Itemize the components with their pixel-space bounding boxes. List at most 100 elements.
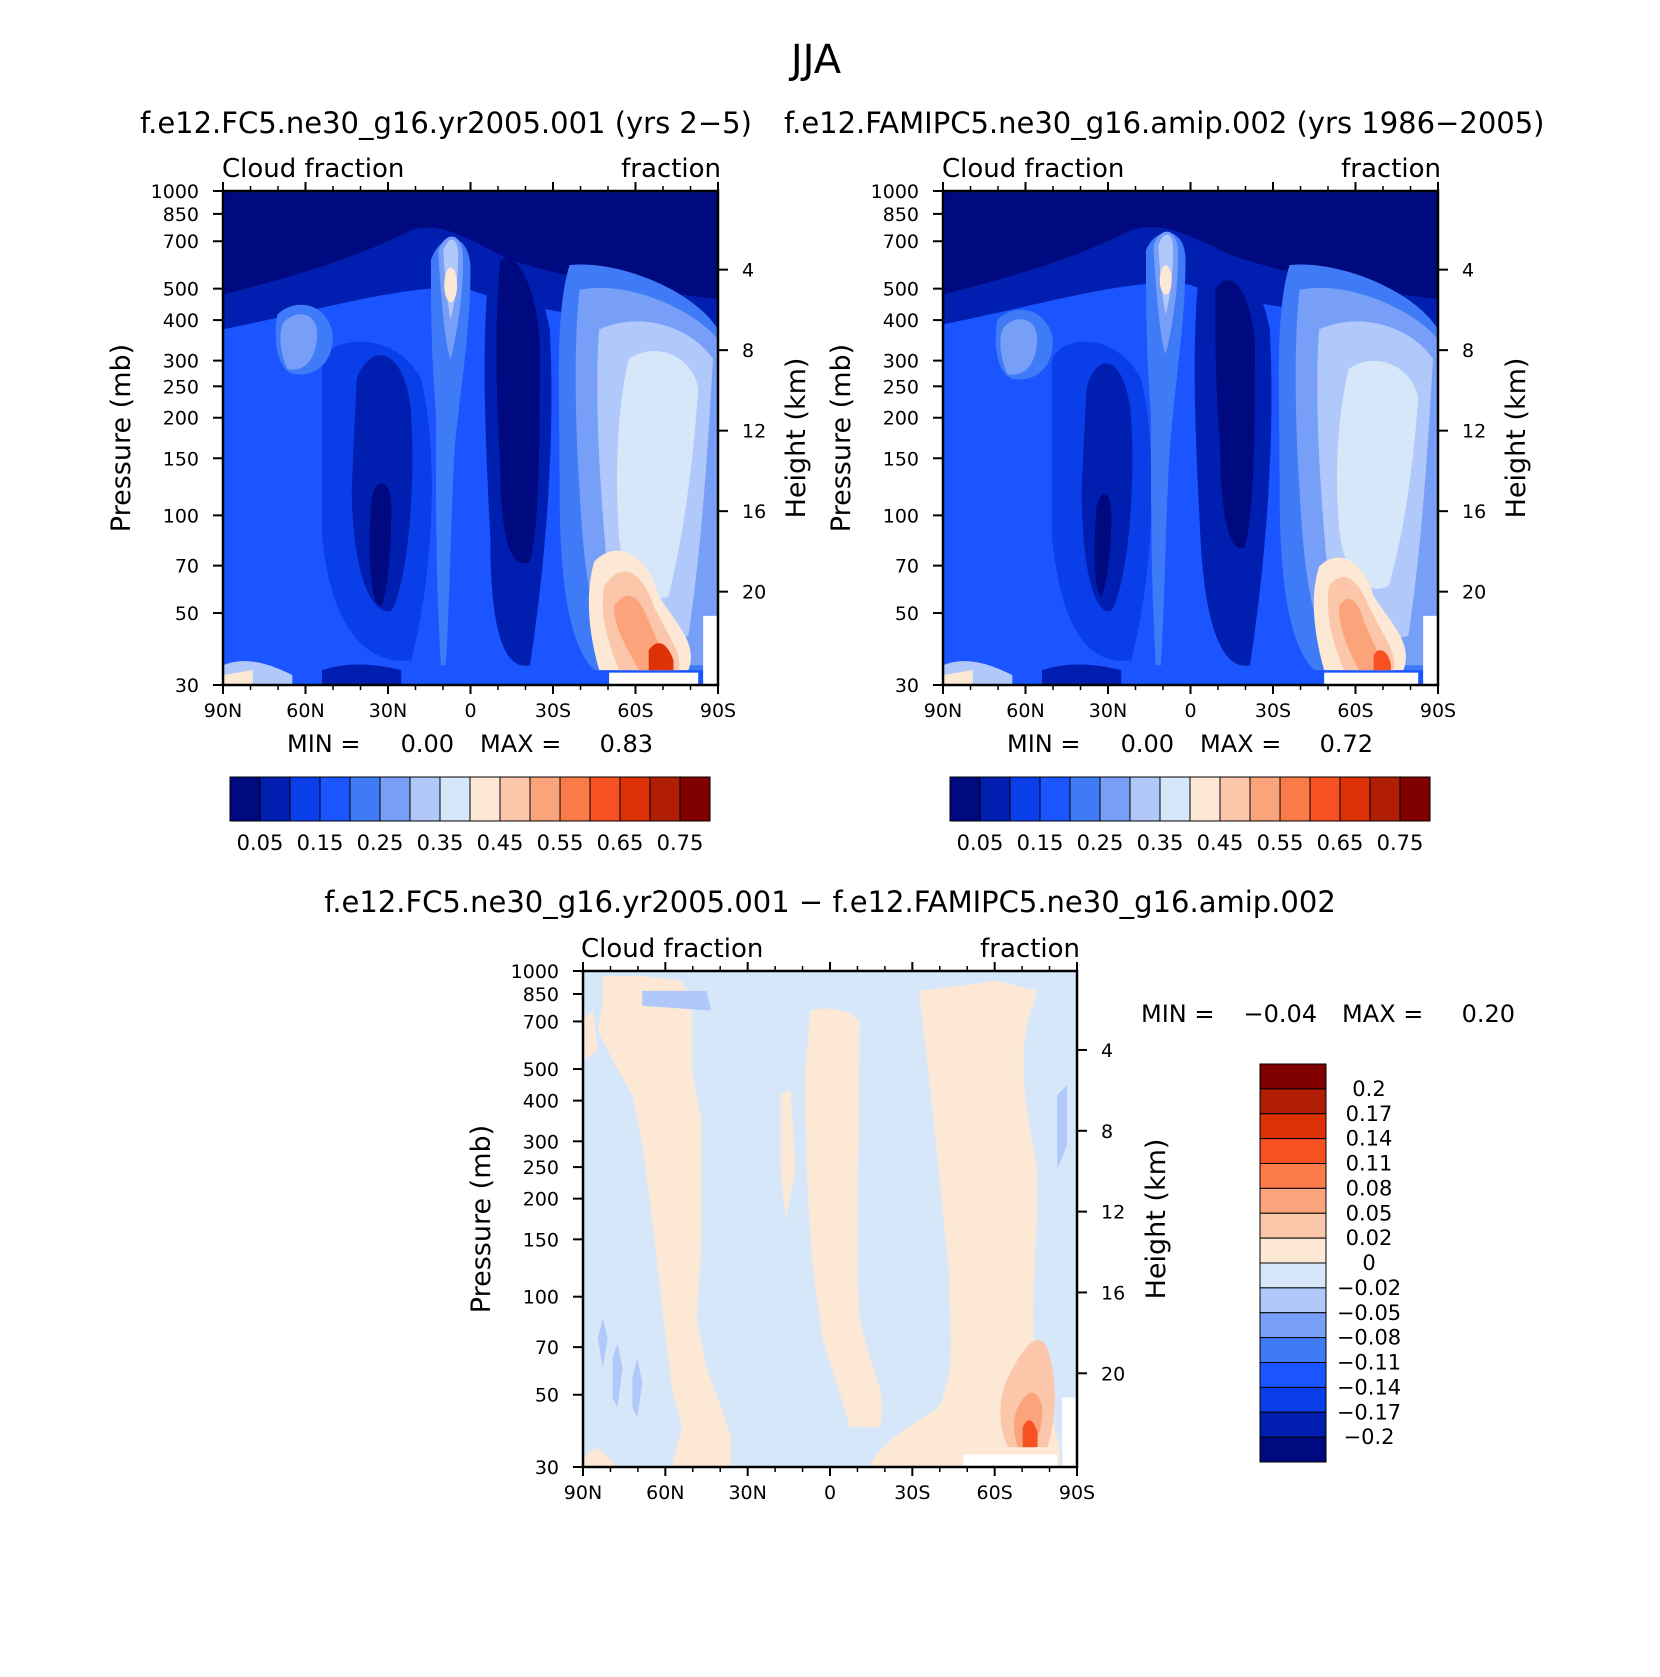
y-right-tick-label: 4 [1462, 260, 1474, 282]
panel-3-min-value: −0.04 [1243, 1000, 1317, 1028]
y-right-tick-label: 4 [742, 260, 754, 282]
panel-3: f.e12.FC5.ne30_g16.yr2005.001 − f.e12.FA… [324, 885, 1515, 1504]
y-tick-label: 700 [883, 231, 919, 253]
dry-eye-nh [369, 483, 392, 606]
figure-title: JJA [788, 37, 842, 83]
panel-3-colorbar: 0.20.170.140.110.080.050.020−0.02−0.05−0… [1259, 1063, 1401, 1463]
panel-1-left-string: Cloud fraction [222, 154, 404, 184]
colorbar-swatch [1259, 1187, 1327, 1214]
panel-2-min-label: MIN = [1007, 730, 1080, 758]
y-tick-label: 850 [883, 204, 919, 226]
colorbar-swatch [589, 776, 621, 822]
colorbar-label: 0.35 [417, 831, 464, 855]
colorbar-swatch [1399, 776, 1431, 822]
panel-2-y-label: Pressure (mb) [826, 344, 857, 532]
dry-core-sh [496, 258, 540, 564]
y-right-tick-label: 16 [1462, 501, 1486, 523]
colorbar-swatch [1099, 776, 1131, 822]
colorbar-swatch [979, 776, 1011, 822]
surface-band-eq [322, 664, 402, 685]
y-tick-label: 400 [883, 310, 919, 332]
colorbar-label: 0.15 [1017, 831, 1064, 855]
colorbar-label: −0.2 [1344, 1425, 1395, 1449]
panel-3-max-value: 0.20 [1462, 1000, 1515, 1028]
y-right-tick-label: 16 [742, 501, 766, 523]
positive-anomaly-band [780, 1090, 796, 1219]
y-tick-label: 150 [523, 1229, 559, 1251]
colorbar-swatch [1369, 776, 1401, 822]
panel-1-max-value: 0.83 [600, 730, 653, 758]
y-right-tick-label: 20 [1101, 1363, 1125, 1385]
cloud-plume-core [1159, 265, 1172, 295]
y-tick-label: 700 [163, 231, 199, 253]
y-tick-label: 100 [523, 1287, 559, 1309]
colorbar-swatch [1259, 1337, 1327, 1363]
colorbar-swatch [1259, 1262, 1327, 1289]
panel-2-title: f.e12.FAMIPC5.ne30_g16.amip.002 (yrs 198… [784, 106, 1545, 140]
colorbar-swatch [679, 776, 711, 822]
colorbar-swatch [289, 776, 321, 822]
y-tick-label: 70 [175, 556, 199, 578]
colorbar-swatch [409, 776, 441, 822]
missing-data [963, 1454, 1058, 1467]
y-tick-label: 400 [523, 1091, 559, 1113]
colorbar-swatch [1219, 776, 1251, 822]
x-tick-label: 60S [1337, 700, 1373, 722]
y-tick-label: 300 [163, 351, 199, 373]
colorbar-swatch [649, 776, 681, 822]
colorbar-label: 0.05 [1346, 1201, 1393, 1225]
cloud-sh-core [617, 351, 699, 599]
x-tick-label: 30S [894, 1482, 930, 1504]
panel-2-min-value: 0.00 [1121, 730, 1174, 758]
y-tick-label: 250 [883, 376, 919, 398]
panel-1: f.e12.FC5.ne30_g16.yr2005.001 (yrs 2−5) … [106, 106, 812, 855]
cloud-nh-midlat-core [1000, 319, 1038, 375]
colorbar-label: 0.15 [297, 831, 344, 855]
panel-3-plot [583, 971, 1077, 1467]
y-tick-label: 70 [535, 1337, 559, 1359]
colorbar-label: 0.65 [597, 831, 644, 855]
sfc-fill-nh [223, 670, 253, 685]
missing-data [1062, 1397, 1077, 1467]
panel-2-colorbar: 0.05 0.15 0.25 0.35 0.45 0.55 0.65 0.75 [949, 776, 1431, 855]
panel-1-y-label: Pressure (mb) [106, 344, 137, 532]
surface-band-eq [1042, 664, 1122, 685]
cloud-nh-midlat-core [280, 314, 318, 370]
y-right-tick-label: 8 [1462, 340, 1474, 362]
y-right-tick-label: 8 [1101, 1121, 1113, 1143]
colorbar-label: −0.17 [1337, 1400, 1401, 1424]
colorbar-swatch [1259, 1088, 1327, 1115]
x-tick-label: 0 [464, 700, 476, 722]
colorbar-swatch [529, 776, 561, 822]
cloud-plume-tropics [1145, 232, 1186, 666]
y-tick-label: 30 [175, 675, 199, 697]
colorbar-swatch [1259, 1212, 1327, 1239]
negative-blob [597, 1318, 608, 1368]
colorbar-label: 0.02 [1346, 1226, 1393, 1250]
positive-anomaly-band [597, 975, 732, 1467]
panel-1-min-label: MIN = [287, 730, 360, 758]
colorbar-swatch [1259, 1287, 1327, 1314]
colorbar-swatch [1259, 1138, 1327, 1164]
panel-1-plot [223, 191, 718, 685]
colorbar-label: −0.02 [1337, 1276, 1401, 1300]
dry-core-sh [1215, 280, 1255, 549]
y-tick-label: 500 [163, 279, 199, 301]
panel-1-right-string: fraction [621, 154, 721, 184]
x-tick-label: 60S [617, 700, 653, 722]
colorbar-swatch [1259, 1386, 1327, 1413]
lowcloud-sh-max [648, 643, 674, 671]
colorbar-swatch [949, 776, 981, 822]
panel-1-axes: 90N 60N 30N 0 30S 60S 90S 30 50 70 100 150 200 250 300… [151, 181, 767, 722]
y-tick-label: 1000 [871, 181, 919, 203]
colorbar-swatch [499, 776, 531, 822]
colorbar-swatch [1249, 776, 1281, 822]
cloud-plume-tropics [430, 239, 471, 666]
y-right-tick-label: 20 [1462, 582, 1486, 604]
panel-2-axes: 90N 60N 30N 0 30S 60S 90S 30 50 70 100 150 200 250 300… [871, 181, 1487, 722]
y-right-tick-label: 12 [1101, 1202, 1125, 1224]
x-tick-label: 30N [1089, 700, 1127, 722]
x-tick-label: 90N [924, 700, 962, 722]
colorbar-label: 0.11 [1346, 1152, 1393, 1176]
x-tick-label: 0 [1184, 700, 1196, 722]
